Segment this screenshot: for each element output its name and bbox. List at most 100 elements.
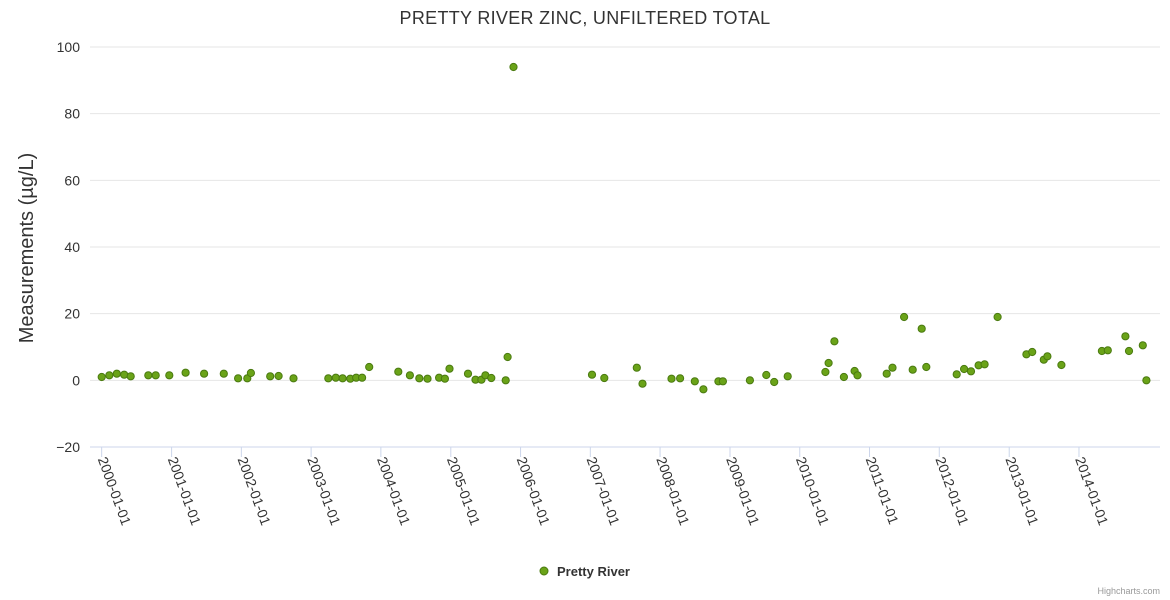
data-point[interactable] — [126, 372, 135, 381]
data-point[interactable] — [405, 371, 414, 380]
y-tick-label: 100 — [57, 39, 81, 55]
data-point[interactable] — [246, 368, 255, 378]
data-point[interactable] — [338, 374, 347, 383]
data-point[interactable] — [900, 312, 909, 322]
data-point[interactable] — [274, 371, 283, 381]
data-point[interactable] — [699, 385, 708, 394]
data-point[interactable] — [105, 371, 114, 380]
data-point[interactable] — [1103, 346, 1112, 355]
data-point[interactable] — [821, 367, 830, 377]
data-point[interactable] — [112, 369, 121, 378]
data-point[interactable] — [200, 369, 209, 378]
y-tick-label: 80 — [64, 106, 80, 122]
data-point[interactable] — [509, 62, 518, 72]
data-point[interactable] — [324, 374, 333, 383]
data-point[interactable] — [676, 374, 685, 383]
data-point[interactable] — [783, 372, 792, 381]
y-axis-label: Measurements (µg/L) — [16, 153, 38, 343]
data-point[interactable] — [952, 370, 961, 379]
x-tick-label: 2000-01-01 — [95, 455, 135, 528]
data-point[interactable] — [181, 368, 190, 377]
legend-marker[interactable] — [539, 566, 549, 576]
data-point[interactable] — [463, 369, 473, 378]
x-tick-label: 2013-01-01 — [1002, 455, 1042, 528]
data-point[interactable] — [839, 372, 849, 382]
data-point[interactable] — [165, 371, 174, 380]
y-tick-label: 0 — [72, 372, 80, 388]
chart-title: PRETTY RIVER ZINC, UNFILTERED TOTAL — [400, 8, 771, 28]
data-point[interactable] — [97, 372, 106, 382]
data-point[interactable] — [234, 374, 243, 383]
x-tick-label: 2005-01-01 — [444, 455, 484, 528]
data-point[interactable] — [1124, 346, 1134, 356]
data-points — [97, 62, 1151, 394]
data-point[interactable] — [853, 371, 862, 380]
x-tick-label: 2011-01-01 — [863, 455, 902, 527]
x-tick-label: 2012-01-01 — [932, 455, 972, 528]
legend-item-pretty-river[interactable]: Pretty River — [557, 564, 630, 579]
data-point[interactable] — [331, 373, 340, 382]
data-point[interactable] — [358, 373, 367, 382]
data-point[interactable] — [1142, 376, 1151, 385]
y-tick-label: 60 — [64, 172, 80, 188]
x-tick-label: 2002-01-01 — [235, 455, 275, 528]
data-point[interactable] — [266, 372, 275, 381]
data-point[interactable] — [917, 324, 926, 333]
data-point[interactable] — [365, 362, 374, 372]
data-point[interactable] — [824, 358, 833, 368]
x-tick-label: 2014-01-01 — [1072, 455, 1112, 528]
data-point[interactable] — [882, 369, 891, 378]
data-point[interactable] — [960, 364, 969, 374]
data-point[interactable] — [762, 370, 771, 380]
data-point[interactable] — [587, 370, 597, 379]
y-tick-label: −20 — [56, 439, 80, 455]
data-point[interactable] — [770, 377, 779, 387]
data-point[interactable] — [487, 373, 496, 383]
data-point[interactable] — [745, 376, 755, 385]
data-point[interactable] — [993, 312, 1002, 322]
data-point[interactable] — [690, 377, 699, 386]
x-tick-label: 2001-01-01 — [165, 455, 205, 528]
data-point[interactable] — [632, 363, 641, 372]
data-point[interactable] — [908, 365, 917, 374]
data-point[interactable] — [980, 360, 989, 369]
data-point[interactable] — [1121, 332, 1130, 341]
data-point[interactable] — [966, 367, 976, 376]
data-point[interactable] — [888, 363, 897, 372]
x-tick-label: 2006-01-01 — [514, 455, 554, 528]
data-point[interactable] — [600, 373, 609, 383]
x-tick-label: 2003-01-01 — [304, 455, 344, 528]
data-point[interactable] — [501, 376, 510, 385]
data-point[interactable] — [667, 374, 676, 383]
data-point[interactable] — [1028, 347, 1037, 357]
data-point[interactable] — [638, 379, 647, 388]
y-axis-ticks: 100 80 60 40 20 0 −20 — [56, 39, 80, 455]
data-point[interactable] — [219, 369, 228, 378]
x-tick-label: 2010-01-01 — [793, 455, 833, 528]
x-tick-label: 2008-01-01 — [653, 455, 693, 528]
data-point[interactable] — [289, 374, 298, 383]
legend[interactable]: Pretty River — [539, 564, 630, 579]
data-point[interactable] — [1043, 352, 1052, 361]
data-point[interactable] — [394, 367, 403, 376]
x-tick-label: 2007-01-01 — [583, 455, 623, 528]
data-point[interactable] — [718, 377, 728, 386]
data-point[interactable] — [151, 371, 160, 380]
data-point[interactable] — [503, 352, 512, 362]
data-point[interactable] — [423, 374, 432, 383]
data-point[interactable] — [1057, 360, 1066, 370]
x-tick-label: 2004-01-01 — [374, 455, 414, 528]
y-tick-label: 20 — [64, 306, 80, 322]
data-point[interactable] — [440, 374, 449, 383]
data-point[interactable] — [922, 362, 931, 372]
credits-link[interactable]: Highcharts.com — [1097, 586, 1160, 596]
x-axis-ticks: 2000-01-01 2001-01-01 2002-01-01 2003-01-01… — [95, 447, 1112, 528]
data-point[interactable] — [830, 337, 839, 346]
data-point[interactable] — [445, 364, 454, 373]
data-point[interactable] — [415, 374, 424, 383]
y-tick-label: 40 — [64, 239, 80, 255]
x-tick-label: 2009-01-01 — [723, 455, 763, 528]
data-point[interactable] — [144, 371, 153, 380]
data-point[interactable] — [1138, 341, 1147, 350]
